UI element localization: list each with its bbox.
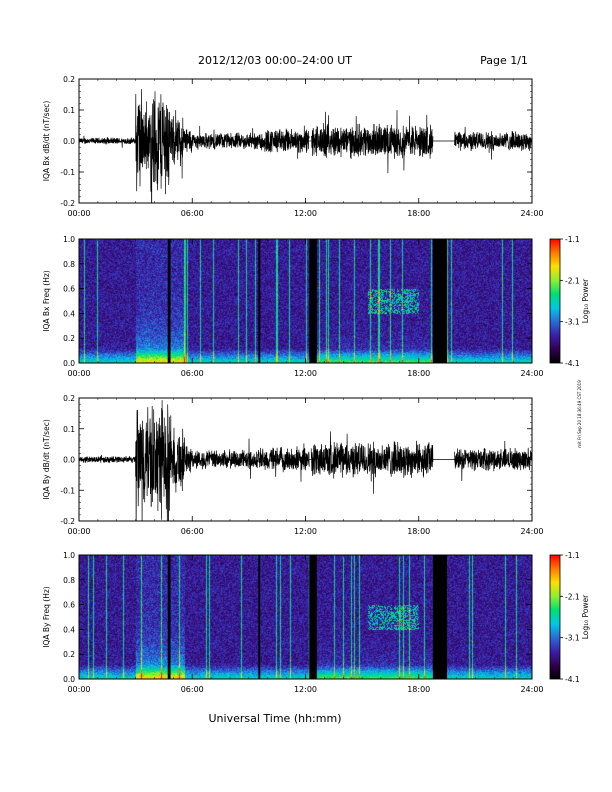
by-dbdt-panel: 0.2 0.1 0.0 -0.1 -0.200:00 06:00 12:00 18:00 24:… (42, 394, 544, 536)
dbdt-trace (79, 89, 532, 203)
colorbar-tick-label: -2.1 (565, 276, 580, 285)
colorbar-title: Log₁₀ Power (581, 278, 590, 323)
y-axis-title: IQA Bx Freq (Hz) (42, 270, 51, 332)
y-tick-label: -0.2 (60, 199, 75, 208)
data-gap (309, 239, 317, 363)
x-tick-label: 18:00 (407, 685, 430, 694)
y-tick-label: 0.1 (63, 425, 75, 434)
data-gap (309, 555, 317, 679)
x-tick-label: 00:00 (67, 685, 90, 694)
x-tick-label: 06:00 (181, 685, 204, 694)
x-tick-label: 00:00 (67, 209, 90, 218)
y-tick-label: -0.1 (60, 486, 75, 495)
data-gap (258, 555, 261, 679)
x-tick-label: 00:00 (67, 527, 90, 536)
colorbar-tick-label: -3.1 (565, 318, 580, 327)
x-axis-title: Universal Time (hh:mm) (209, 712, 342, 725)
spectrogram-image (79, 239, 532, 363)
side-stamp: mit Fri Sep 20 18:36:49 CST 2019 (577, 380, 582, 448)
y-tick-label: -0.2 (60, 517, 75, 526)
x-tick-label: 06:00 (181, 369, 204, 378)
colorbar-tick-label: -1.1 (565, 551, 580, 560)
x-tick-label: 12:00 (294, 369, 317, 378)
data-gap (432, 555, 448, 679)
page-number: Page 1/1 (480, 54, 528, 67)
dbdt-trace (79, 400, 532, 521)
y-tick-label: 0.0 (63, 359, 75, 368)
spectrogram-canvas (79, 555, 532, 679)
x-tick-label: 12:00 (294, 209, 317, 218)
x-tick-label: 12:00 (294, 527, 317, 536)
y-tick-label: 0.2 (63, 334, 75, 343)
y-tick-label: 0.8 (63, 260, 75, 269)
colorbar-tick-label: -2.1 (565, 592, 580, 601)
data-gap (432, 239, 448, 363)
y-axis-title: IQA By dB/dt (nT/sec) (42, 419, 51, 500)
data-gap (167, 239, 171, 363)
y-tick-label: 1.0 (63, 551, 75, 560)
colorbar-tick-label: -3.1 (565, 634, 580, 643)
spectrogram-canvas (79, 239, 532, 363)
x-tick-label: 12:00 (294, 685, 317, 694)
x-tick-label: 18:00 (407, 209, 430, 218)
colorbar (549, 554, 561, 680)
y-tick-label: 0.8 (63, 576, 75, 585)
colorbar (549, 238, 561, 364)
x-tick-label: 18:00 (407, 527, 430, 536)
colorbar-tick-label: -1.1 (565, 235, 580, 244)
y-tick-label: 0.2 (63, 650, 75, 659)
y-tick-label: 0.2 (63, 394, 75, 403)
y-tick-label: 0.2 (63, 75, 75, 84)
y-axis-title: IQA By Freq (Hz) (42, 586, 51, 648)
x-tick-label: 24:00 (520, 685, 543, 694)
spectrogram-image (79, 555, 532, 679)
y-tick-label: -0.1 (60, 168, 75, 177)
y-tick-label: 0.0 (63, 456, 75, 465)
y-axis-title: IQA Bx dB/dt (nT/sec) (42, 101, 51, 182)
bx-spectrogram-panel: 1.0 0.8 0.6 0.4 0.2 0.000:00 06:00 12:00 18:00 24… (42, 235, 590, 378)
colorbar-tick-label: -4.1 (565, 359, 580, 368)
colorbar-tick-label: -4.1 (565, 675, 580, 684)
data-gap (167, 555, 171, 679)
x-tick-label: 18:00 (407, 369, 430, 378)
y-tick-label: 0.0 (63, 675, 75, 684)
by-spectrogram-panel: 1.0 0.8 0.6 0.4 0.2 0.000:00 06:00 12:00 18:00 24… (42, 551, 590, 694)
y-tick-label: 0.0 (63, 137, 75, 146)
x-tick-label: 00:00 (67, 369, 90, 378)
x-tick-label: 24:00 (520, 369, 543, 378)
y-tick-label: 0.1 (63, 106, 75, 115)
colorbar-title: Log₁₀ Power (581, 594, 590, 639)
y-tick-label: 1.0 (63, 235, 75, 244)
x-tick-label: 06:00 (181, 209, 204, 218)
y-tick-label: 0.4 (63, 309, 75, 318)
page-title: 2012/12/03 00:00–24:00 UT (198, 54, 352, 67)
data-gap (258, 239, 261, 363)
bx-dbdt-panel: 0.2 0.1 0.0 -0.1 -0.200:00 06:00 12:00 18:00 24:… (42, 75, 544, 218)
x-tick-label: 24:00 (520, 527, 543, 536)
x-tick-label: 06:00 (181, 527, 204, 536)
y-tick-label: 0.6 (63, 285, 75, 294)
y-tick-label: 0.6 (63, 601, 75, 610)
y-tick-label: 0.4 (63, 625, 75, 634)
x-tick-label: 24:00 (520, 209, 543, 218)
